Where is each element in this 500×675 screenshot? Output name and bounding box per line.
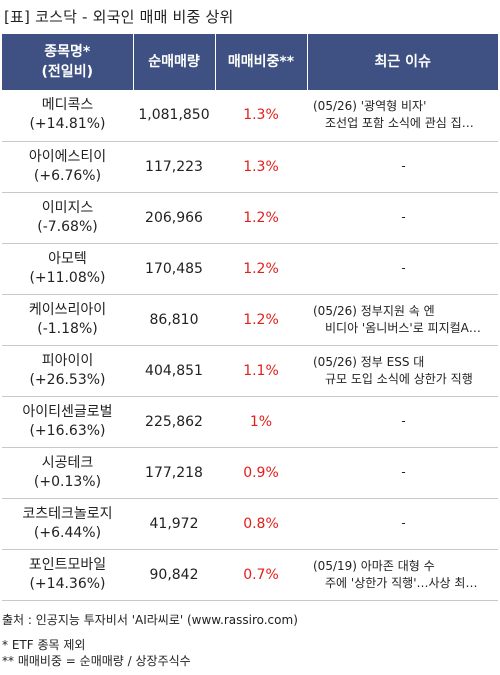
issue-line-1: - xyxy=(401,210,406,224)
table-row: 포인트모바일 (+14.36%) 90,842 0.7% (05/19) 아마존 대형 … xyxy=(2,549,498,601)
trade-ratio: 0.8% xyxy=(215,498,307,550)
issue-line-1: (05/19) 아마존 대형 수 xyxy=(313,558,435,573)
net-volume: 41,972 xyxy=(133,498,215,550)
net-volume: 1,081,850 xyxy=(133,90,215,142)
trade-ratio: 1.2% xyxy=(215,243,307,295)
header-issue: 최근 이슈 xyxy=(307,34,498,90)
table-header: 종목명* (전일비) 순매매량 매매비중** 최근 이슈 xyxy=(2,34,498,90)
recent-issue: - xyxy=(307,396,498,448)
stock-name: 피아이이 xyxy=(41,352,94,369)
ratio-note: ** 매매비중 = 순매매량 / 상장주식수 xyxy=(2,654,191,668)
stock-name: 아이티센글로벌 xyxy=(22,403,113,420)
issue-line-2: 조선업 포함 소식에 관심 집… xyxy=(325,116,474,131)
table-row: 아이에스티이 (+6.76%) 117,223 1.3% - xyxy=(2,141,498,193)
stock-name-cell: 아모텍 (+11.08%) xyxy=(2,243,133,295)
trade-ratio: 0.9% xyxy=(215,447,307,499)
net-volume: 404,851 xyxy=(133,345,215,397)
foreign-trading-table: 종목명* (전일비) 순매매량 매매비중** 최근 이슈 메디콕스 (+14.81… xyxy=(2,34,498,601)
trade-ratio: 1% xyxy=(215,396,307,448)
recent-issue: - xyxy=(307,498,498,550)
net-volume: 206,966 xyxy=(133,192,215,244)
stock-name: 케이쓰리아이 xyxy=(28,301,107,318)
recent-issue: - xyxy=(307,141,498,193)
stock-change: (+14.36%) xyxy=(29,575,106,592)
stock-change: (+0.13%) xyxy=(33,473,102,490)
table-title: [표] 코스닥 - 외국인 매매 비중 상위 xyxy=(4,8,234,26)
table-row: 코츠테크놀로지 (+6.44%) 41,972 0.8% - xyxy=(2,498,498,550)
trade-ratio: 1.3% xyxy=(215,90,307,142)
header-name-line2: (전일비) xyxy=(41,64,93,80)
trade-ratio: 1.2% xyxy=(215,192,307,244)
issue-line-2: 규모 도입 소식에 상한가 직행 xyxy=(325,371,473,386)
issue-line-1: (05/26) '광역형 비자' xyxy=(313,99,427,114)
net-volume: 86,810 xyxy=(133,294,215,346)
issue-line-1: - xyxy=(401,159,406,173)
table-row: 메디콕스 (+14.81%) 1,081,850 1.3% (05/26) '광역형 비… xyxy=(2,90,498,142)
table-row: 시공테크 (+0.13%) 177,218 0.9% - xyxy=(2,447,498,499)
header-name-line1: 종목명* xyxy=(44,44,91,60)
recent-issue: - xyxy=(307,192,498,244)
stock-name-cell: 메디콕스 (+14.81%) xyxy=(2,90,133,142)
stock-name: 이미지스 xyxy=(41,199,94,216)
header-ratio: 매매비중** xyxy=(215,34,308,90)
issue-line-1: (05/26) 정부 ESS 대 xyxy=(313,354,425,369)
stock-name-cell: 포인트모바일 (+14.36%) xyxy=(2,549,133,601)
stock-name-cell: 코츠테크놀로지 (+6.44%) xyxy=(2,498,133,550)
table-row: 케이쓰리아이 (-1.18%) 86,810 1.2% (05/26) 정부지원 속 엔… xyxy=(2,294,498,346)
stock-name-cell: 피아이이 (+26.53%) xyxy=(2,345,133,397)
recent-issue: - xyxy=(307,447,498,499)
net-volume: 170,485 xyxy=(133,243,215,295)
stock-change: (+16.63%) xyxy=(29,422,106,439)
table-body: 메디콕스 (+14.81%) 1,081,850 1.3% (05/26) '광역형 비… xyxy=(2,90,498,601)
source-note: 출처 : 인공지능 투자비서 'AI라씨로' (www.rassiro.com) xyxy=(2,613,298,627)
issue-line-1: - xyxy=(401,465,406,479)
table-row: 피아이이 (+26.53%) 404,851 1.1% (05/26) 정부 ESS 대… xyxy=(2,345,498,397)
table-row: 이미지스 (-7.68%) 206,966 1.2% - xyxy=(2,192,498,244)
trade-ratio: 1.2% xyxy=(215,294,307,346)
stock-name-cell: 아이에스티이 (+6.76%) xyxy=(2,141,133,193)
stock-change: (+11.08%) xyxy=(29,269,106,286)
table-row: 아이티센글로벌 (+16.63%) 225,862 1% - xyxy=(2,396,498,448)
trade-ratio: 1.1% xyxy=(215,345,307,397)
stock-name: 아모텍 xyxy=(48,250,87,267)
stock-name: 아이에스티이 xyxy=(28,148,107,165)
stock-name: 메디콕스 xyxy=(41,97,94,114)
net-volume: 177,218 xyxy=(133,447,215,499)
etf-note: * ETF 종목 제외 xyxy=(2,638,86,652)
stock-name-cell: 이미지스 (-7.68%) xyxy=(2,192,133,244)
stock-name: 코츠테크놀로지 xyxy=(22,505,113,522)
stock-name-cell: 아이티센글로벌 (+16.63%) xyxy=(2,396,133,448)
issue-line-2: 비디아 '옴니버스'로 피지컬A… xyxy=(325,320,481,335)
issue-line-2: 주에 '상한가 직행'…사상 최… xyxy=(325,575,478,590)
table-row: 아모텍 (+11.08%) 170,485 1.2% - xyxy=(2,243,498,295)
stock-change: (-7.68%) xyxy=(37,218,98,235)
net-volume: 225,862 xyxy=(133,396,215,448)
recent-issue: - xyxy=(307,243,498,295)
stock-name: 시공테크 xyxy=(41,454,94,471)
issue-line-1: (05/26) 정부지원 속 엔 xyxy=(313,303,435,318)
stock-change: (-1.18%) xyxy=(37,320,98,337)
stock-change: (+14.81%) xyxy=(29,116,106,133)
stock-change: (+6.76%) xyxy=(33,167,102,184)
stock-change: (+26.53%) xyxy=(29,371,106,388)
net-volume: 90,842 xyxy=(133,549,215,601)
issue-line-1: - xyxy=(401,261,406,275)
net-volume: 117,223 xyxy=(133,141,215,193)
stock-name-cell: 시공테크 (+0.13%) xyxy=(2,447,133,499)
trade-ratio: 1.3% xyxy=(215,141,307,193)
stock-change: (+6.44%) xyxy=(33,524,102,541)
trade-ratio: 0.7% xyxy=(215,549,307,601)
stock-name: 포인트모바일 xyxy=(28,556,107,573)
issue-line-1: - xyxy=(401,414,406,428)
recent-issue: (05/26) '광역형 비자' 조선업 포함 소식에 관심 집… xyxy=(307,90,498,142)
header-volume: 순매매량 xyxy=(133,34,216,90)
issue-line-1: - xyxy=(401,516,406,530)
header-name: 종목명* (전일비) xyxy=(2,34,134,90)
stock-name-cell: 케이쓰리아이 (-1.18%) xyxy=(2,294,133,346)
